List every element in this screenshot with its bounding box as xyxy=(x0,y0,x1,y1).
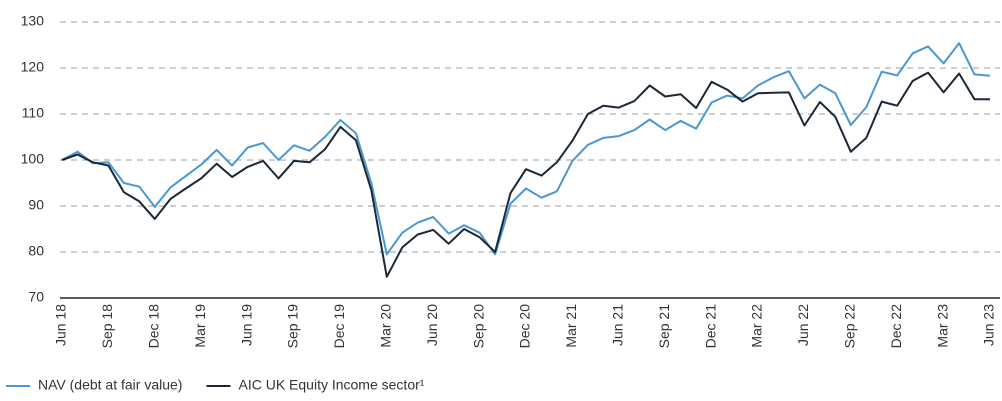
x-tick-label: Sep 20 xyxy=(470,304,486,349)
y-tick-label: 80 xyxy=(28,243,44,259)
legend-label: AIC UK Equity Income sector¹ xyxy=(238,377,424,393)
y-tick-label: 70 xyxy=(28,289,44,305)
x-tick-label: Jun 20 xyxy=(424,304,440,346)
y-tick-label: 110 xyxy=(22,105,45,121)
x-tick-label: Dec 19 xyxy=(331,304,347,349)
x-tick-label: Jun 22 xyxy=(795,304,811,346)
x-tick-label: Mar 22 xyxy=(749,304,765,348)
x-tick-label: Jun 19 xyxy=(238,304,254,346)
x-tick-label: Dec 18 xyxy=(146,304,162,349)
x-tick-label: Jun 21 xyxy=(610,304,626,346)
x-tick-label: Jun 23 xyxy=(981,304,997,346)
y-tick-label: 100 xyxy=(21,151,45,167)
line-series xyxy=(61,42,991,256)
line-series xyxy=(61,71,990,278)
x-tick-label: Mar 23 xyxy=(934,304,950,348)
x-tick-label: Jun 18 xyxy=(53,304,69,346)
x-tick-label: Sep 21 xyxy=(656,304,672,349)
x-tick-label: Sep 22 xyxy=(842,304,858,349)
x-tick-label: Sep 19 xyxy=(285,304,301,349)
x-tick-label: Mar 20 xyxy=(378,304,394,348)
x-tick-label: Dec 20 xyxy=(517,304,533,349)
x-tick-label: Mar 19 xyxy=(192,304,208,348)
y-tick-label: 130 xyxy=(21,13,45,29)
y-tick-label: 90 xyxy=(28,197,44,213)
x-tick-label: Dec 22 xyxy=(888,304,904,349)
x-tick-label: Mar 21 xyxy=(563,304,579,348)
y-tick-label: 120 xyxy=(21,59,45,75)
x-tick-label: Dec 21 xyxy=(702,304,718,349)
legend-label: NAV (debt at fair value) xyxy=(38,377,182,393)
x-tick-label: Sep 18 xyxy=(99,304,115,349)
